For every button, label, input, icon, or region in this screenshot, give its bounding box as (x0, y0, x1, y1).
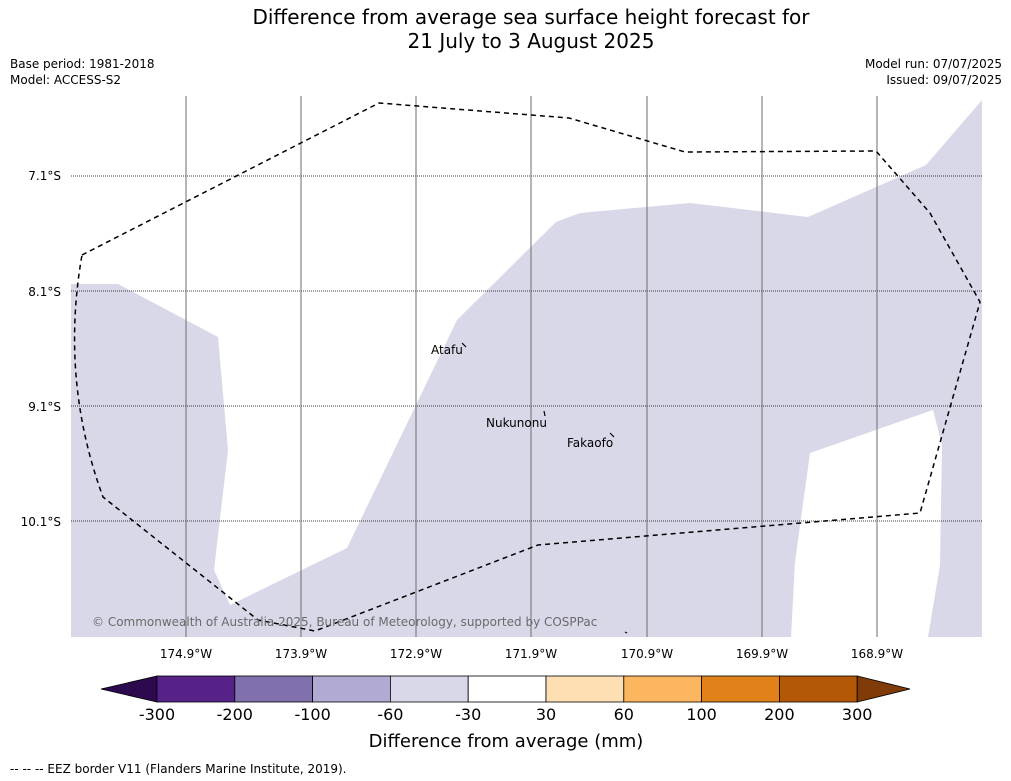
colorbar-swatch (312, 675, 391, 703)
colorbar (100, 675, 911, 703)
place-label-atafu: Atafu (431, 343, 463, 357)
lon-label: 171.9°W (505, 647, 557, 661)
eez-legend: -- -- -- EEZ border V11 (Flanders Marine… (10, 762, 347, 776)
colorbar-tick: -60 (377, 705, 403, 724)
lon-label: 168.9°W (851, 647, 903, 661)
nukunonu-atoll (543, 410, 546, 417)
meta-right: Model run: 07/07/2025 Issued: 09/07/2025 (865, 56, 1002, 88)
base-period: Base period: 1981-2018 (10, 57, 155, 71)
colorbar-tick: 300 (842, 705, 873, 724)
meta-left: Base period: 1981-2018 Model: ACCESS-S2 (10, 56, 155, 88)
colorbar-swatch (545, 675, 625, 703)
colorbar-tick: 200 (764, 705, 795, 724)
colorbar-tick: -30 (455, 705, 481, 724)
model-run: Model run: 07/07/2025 (864, 57, 1002, 71)
map-frame (71, 96, 982, 637)
place-label-fakaofo: Fakaofo (567, 436, 613, 450)
colorbar-swatch (389, 675, 469, 703)
swains-island (624, 631, 628, 634)
lat-label: 10.1°S (21, 515, 61, 529)
colorbar-extend-high (856, 675, 911, 703)
chart-title: Difference from average sea surface heig… (0, 5, 1011, 53)
lat-labels: 7.1°S 8.1°S 9.1°S 10.1°S (21, 169, 61, 529)
title-line-2: 21 July to 3 August 2025 (407, 29, 655, 53)
lon-gridlines (185, 96, 878, 637)
lat-label: 9.1°S (28, 400, 61, 414)
colorbar-swatch (701, 675, 780, 703)
title-line-1: Difference from average sea surface heig… (252, 5, 810, 29)
colorbar-label: Difference from average (mm) (369, 731, 644, 752)
colorbar-tick: -200 (217, 705, 253, 724)
fakaofo-atoll (609, 432, 615, 438)
lat-label: 7.1°S (28, 169, 61, 183)
lon-label: 172.9°W (390, 647, 442, 661)
colorbar-swatch (156, 675, 236, 703)
colorbar-ticks: -300 -200 -100 -60 -30 30 60 100 200 300 (139, 705, 873, 724)
lon-label: 174.9°W (160, 647, 212, 661)
eez-border (73, 102, 981, 632)
anomaly-region-main (71, 100, 982, 637)
colorbar-swatch (623, 675, 702, 703)
atafu-atoll (461, 342, 467, 348)
colorbar-swatch (234, 675, 314, 703)
colorbar-tick: 60 (614, 705, 634, 724)
lon-label: 169.9°W (736, 647, 788, 661)
colorbar-swatch (467, 675, 547, 703)
colorbar-tick: -300 (139, 705, 175, 724)
model-name: Model: ACCESS-S2 (10, 73, 122, 87)
colorbar-tick: -100 (294, 705, 330, 724)
lat-label: 8.1°S (28, 285, 61, 299)
lon-labels: 174.9°W 173.9°W 172.9°W 171.9°W 170.9°W … (160, 647, 903, 661)
place-labels: Atafu Nukunonu Fakaofo (431, 343, 613, 450)
place-label-nukunonu: Nukunonu (486, 416, 547, 430)
colorbar-swatch (779, 675, 858, 703)
issued-date: Issued: 09/07/2025 (886, 73, 1002, 87)
copyright-text: © Commonwealth of Australia 2025, Bureau… (92, 615, 597, 629)
lon-label: 173.9°W (275, 647, 327, 661)
colorbar-extend-low (100, 675, 158, 703)
atolls (461, 342, 628, 634)
colorbar-tick: 100 (686, 705, 717, 724)
anomaly-region (71, 100, 982, 637)
lon-label: 170.9°W (621, 647, 673, 661)
colorbar-tick: 30 (536, 705, 556, 724)
